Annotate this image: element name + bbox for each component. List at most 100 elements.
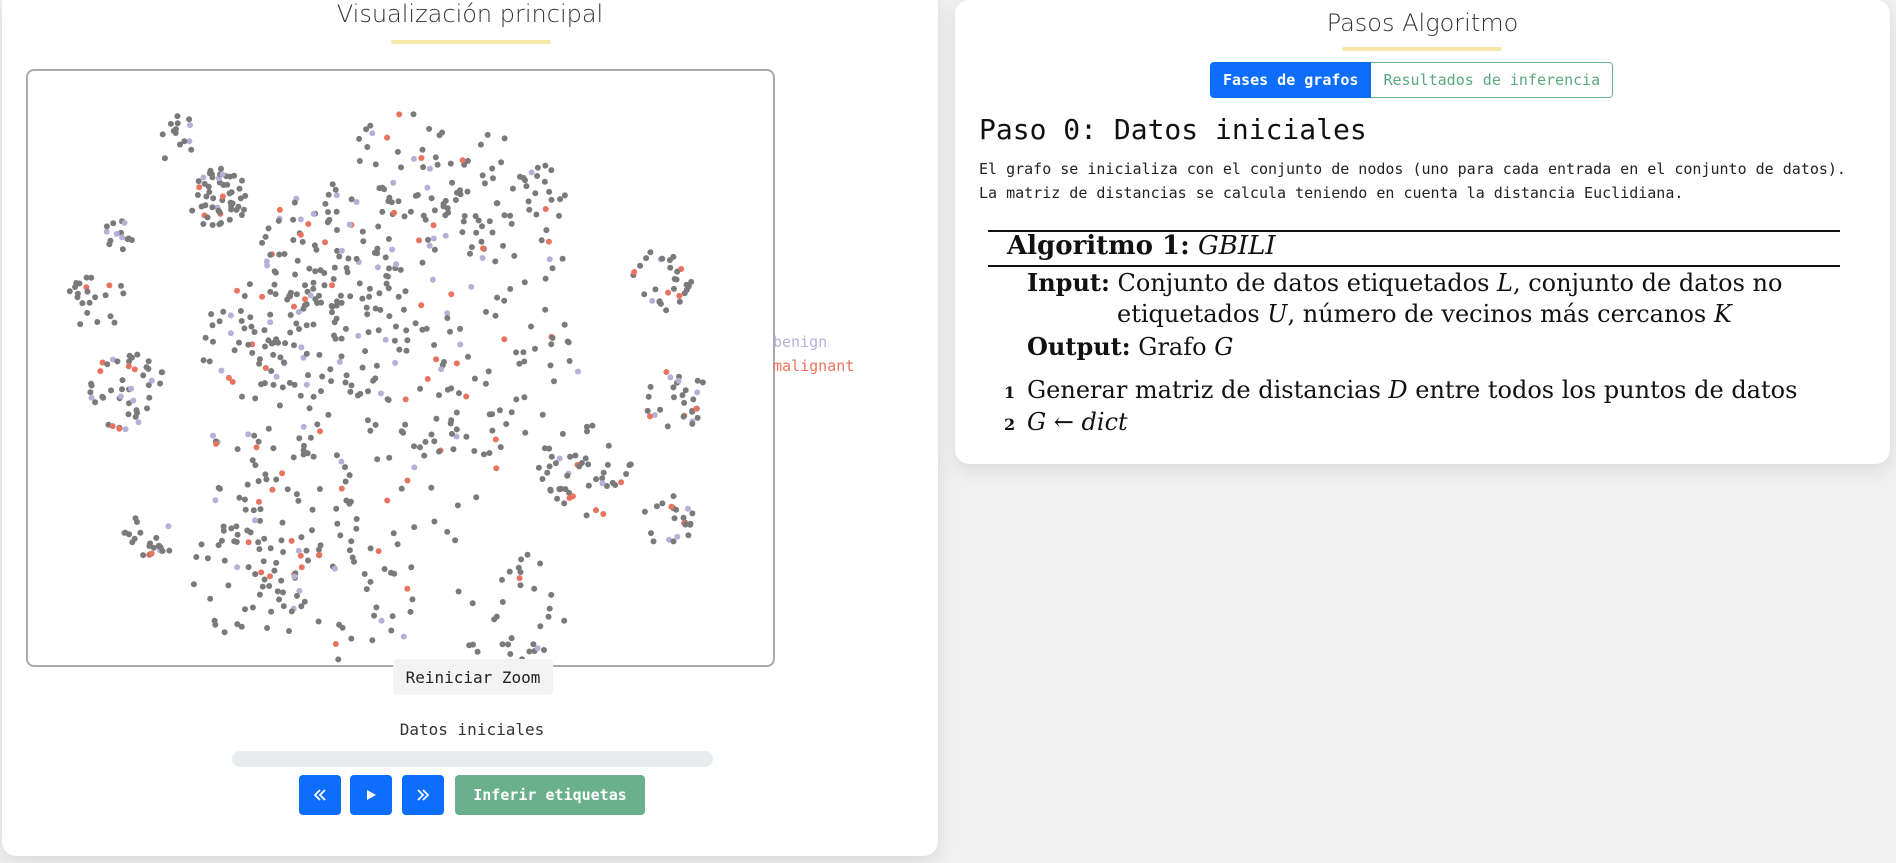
graph-node[interactable] [253,444,260,451]
graph-node[interactable] [343,497,350,504]
graph-node[interactable] [506,568,513,575]
graph-node[interactable] [225,374,232,381]
graph-node[interactable] [546,605,553,612]
graph-node[interactable] [307,434,314,441]
graph-node[interactable] [88,274,95,281]
graph-node[interactable] [198,541,205,548]
graph-node[interactable] [422,438,429,445]
graph-node[interactable] [186,138,193,145]
graph-node[interactable] [484,131,491,138]
graph-node[interactable] [291,199,298,206]
graph-node[interactable] [507,212,514,219]
graph-node[interactable] [342,379,349,386]
graph-node[interactable] [321,282,328,289]
graph-node[interactable] [477,141,484,148]
graph-node[interactable] [220,182,227,188]
graph-node[interactable] [329,309,335,316]
graph-node[interactable] [148,377,155,384]
graph-node[interactable] [259,293,266,300]
graph-node[interactable] [464,188,471,195]
graph-node[interactable] [648,530,654,537]
graph-node[interactable] [407,208,414,215]
graph-node[interactable] [213,440,219,447]
graph-node[interactable] [396,346,403,353]
graph-node[interactable] [267,288,274,295]
graph-node[interactable] [258,569,265,576]
graph-node[interactable] [404,477,411,484]
graph-node[interactable] [279,470,286,477]
graph-node[interactable] [244,481,251,488]
graph-node[interactable] [246,281,253,288]
graph-node[interactable] [532,190,539,197]
graph-node[interactable] [585,482,592,489]
graph-node[interactable] [467,250,473,257]
graph-node[interactable] [518,556,525,563]
graph-node[interactable] [688,278,695,285]
graph-node[interactable] [225,582,232,589]
graph-node[interactable] [107,313,114,320]
graph-node[interactable] [234,564,241,571]
graph-node[interactable] [478,238,485,245]
graph-node[interactable] [517,582,524,589]
graph-node[interactable] [449,179,456,186]
graph-node[interactable] [452,537,459,544]
graph-node[interactable] [556,212,562,219]
graph-node[interactable] [361,571,368,577]
graph-node[interactable] [376,290,383,297]
graph-node[interactable] [463,433,470,440]
graph-node[interactable] [200,221,207,227]
graph-node[interactable] [270,445,277,452]
graph-node[interactable] [310,210,317,217]
graph-node[interactable] [202,334,209,341]
graph-node[interactable] [356,158,363,164]
graph-node[interactable] [206,189,213,195]
graph-node[interactable] [531,585,538,592]
graph-node[interactable] [456,390,462,397]
graph-node[interactable] [116,425,123,432]
graph-node[interactable] [263,258,270,265]
graph-node[interactable] [333,192,340,199]
graph-node[interactable] [219,171,226,178]
graph-node[interactable] [322,200,329,207]
graph-node[interactable] [363,304,370,311]
graph-node[interactable] [389,246,396,253]
graph-node[interactable] [693,405,700,412]
graph-node[interactable] [501,135,508,142]
graph-node[interactable] [216,221,223,228]
graph-node[interactable] [386,194,393,201]
graph-node[interactable] [300,447,307,454]
graph-node[interactable] [685,505,691,512]
graph-node[interactable] [268,340,275,347]
graph-node[interactable] [627,461,634,468]
graph-node[interactable] [286,628,292,634]
graph-node[interactable] [236,185,243,192]
graph-node[interactable] [391,209,398,216]
graph-node[interactable] [367,122,374,129]
graph-node[interactable] [493,200,500,207]
graph-node[interactable] [394,148,401,155]
graph-node[interactable] [294,257,301,264]
graph-node[interactable] [242,192,249,199]
graph-node[interactable] [505,641,512,648]
graph-node[interactable] [235,203,242,210]
graph-node[interactable] [307,292,314,299]
graph-node[interactable] [342,325,349,332]
graph-node[interactable] [365,329,372,336]
graph-node[interactable] [508,409,515,416]
graph-node[interactable] [280,603,287,610]
graph-node[interactable] [293,491,300,498]
graph-node[interactable] [117,393,124,400]
graph-node[interactable] [561,321,568,328]
graph-node[interactable] [653,503,660,510]
graph-node[interactable] [261,327,268,334]
graph-node[interactable] [166,547,173,554]
graph-node[interactable] [134,519,140,525]
graph-node[interactable] [234,446,241,453]
graph-node[interactable] [411,443,417,450]
graph-node[interactable] [392,323,399,330]
graph-node[interactable] [334,520,341,527]
graph-node[interactable] [216,485,223,492]
graph-node[interactable] [489,165,496,172]
graph-node[interactable] [133,407,140,414]
graph-node[interactable] [509,185,516,192]
